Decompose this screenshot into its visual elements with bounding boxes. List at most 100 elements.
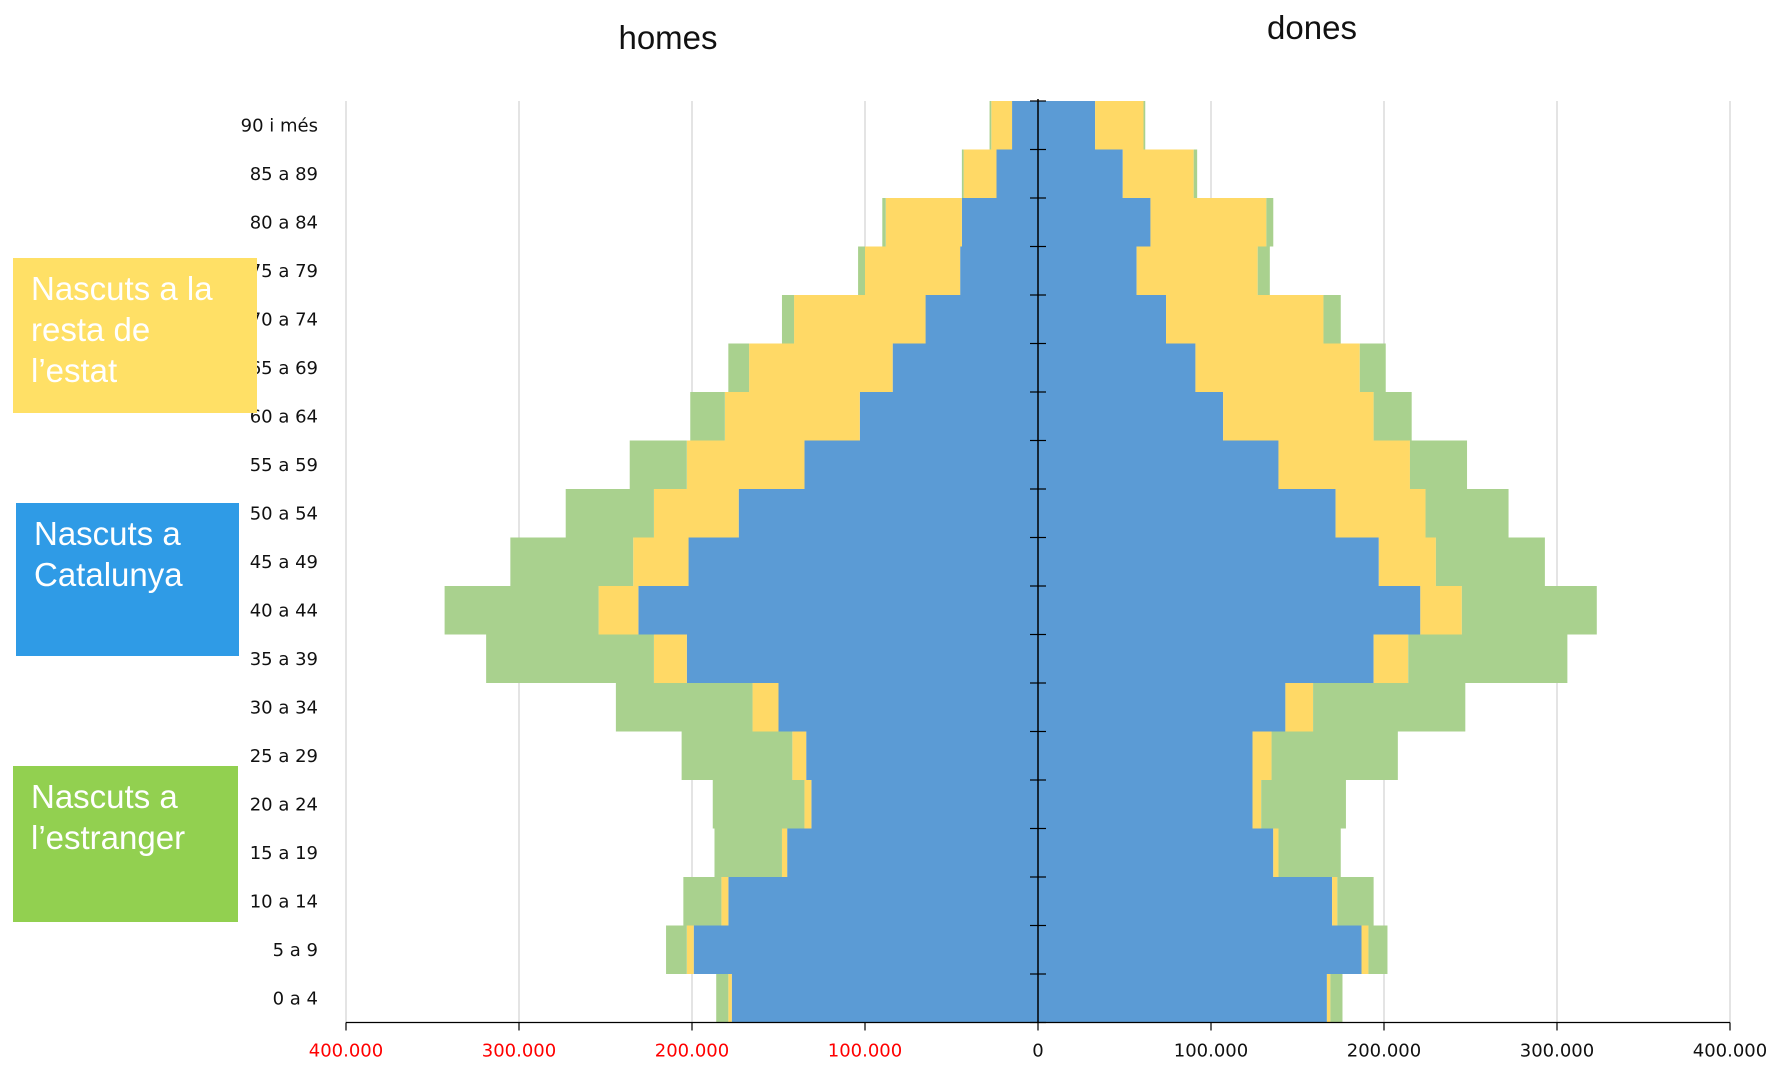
bar-homes-3: [989, 101, 992, 150]
bar-homes-3: [681, 731, 793, 780]
legend-item-resta-estat: Nascuts a la resta de l’estat: [13, 258, 257, 413]
bar-homes-1: [859, 392, 1038, 441]
bar-dones-1: [1038, 780, 1253, 829]
bar-dones-1: [1038, 149, 1123, 198]
age-group-label: 40 a 44: [250, 600, 318, 621]
bar-dones-2: [1278, 440, 1410, 489]
right-title: dones: [1267, 9, 1357, 46]
labels: 90 i més 85 a 89 80 a 84 75 a 79 70 a 74 65 a…: [241, 115, 1768, 1061]
age-group-label: 75 a 79: [250, 261, 318, 282]
bar-dones-3: [1257, 246, 1270, 295]
bar-dones-2: [1195, 343, 1360, 392]
age-group-label: 25 a 29: [250, 746, 318, 767]
bar-dones-3: [1409, 440, 1468, 489]
bar-homes-3: [858, 246, 865, 295]
age-group-label: 30 a 34: [250, 697, 318, 718]
age-group-label: 55 a 59: [250, 455, 318, 476]
bar-homes-2: [686, 925, 694, 974]
x-tick-label: 0: [1032, 1041, 1043, 1062]
age-group-label: 90 i més: [241, 115, 318, 136]
bar-dones-3: [1330, 974, 1343, 1023]
bar-dones-1: [1038, 828, 1274, 877]
bar-dones-1: [1038, 343, 1196, 392]
bar-dones-1: [1038, 731, 1253, 780]
bar-dones-3: [1461, 586, 1597, 635]
bar-dones-2: [1378, 537, 1436, 586]
bar-homes-3: [666, 925, 687, 974]
bar-homes-3: [882, 198, 886, 247]
bar-homes-2: [885, 198, 962, 247]
axes: [345, 99, 1731, 1031]
age-group-label: 70 a 74: [250, 309, 318, 330]
bar-dones-1: [1038, 537, 1379, 586]
bar-homes-1: [960, 246, 1038, 295]
bar-homes-2: [794, 295, 926, 344]
age-group-label: 35 a 39: [250, 649, 318, 670]
x-tick-label: 100.000: [828, 1041, 902, 1062]
bar-dones-2: [1136, 246, 1258, 295]
bar-dones-3: [1313, 683, 1466, 732]
bar-homes-3: [683, 877, 722, 926]
bar-dones-1: [1038, 925, 1362, 974]
age-group-label: 60 a 64: [250, 406, 318, 427]
bar-dones-2: [1420, 586, 1462, 635]
bar-dones-1: [1038, 586, 1421, 635]
bar-homes-3: [961, 149, 964, 198]
bar-homes-1: [961, 198, 1038, 247]
bar-dones-1: [1038, 198, 1151, 247]
bar-dones-2: [1335, 489, 1426, 538]
bar-homes-3: [714, 828, 782, 877]
bar-homes-2: [963, 149, 997, 198]
bar-dones-1: [1038, 101, 1096, 150]
bar-homes-1: [778, 683, 1038, 732]
bar-dones-1: [1038, 683, 1286, 732]
bar-dones-1: [1038, 634, 1374, 683]
bar-homes-1: [693, 925, 1038, 974]
bar-dones-3: [1337, 877, 1374, 926]
bar-dones-1: [1038, 246, 1137, 295]
bar-homes-3: [565, 489, 654, 538]
bar-dones-3: [1271, 731, 1398, 780]
bar-homes-1: [1012, 101, 1038, 150]
bar-dones-2: [1122, 149, 1194, 198]
bar-homes-1: [892, 343, 1038, 392]
bar-homes-1: [728, 877, 1038, 926]
x-tick-label: 400.000: [309, 1041, 383, 1062]
bar-dones-3: [1143, 101, 1146, 150]
bar-dones-1: [1038, 392, 1224, 441]
bar-dones-3: [1408, 634, 1568, 683]
bar-homes-2: [792, 731, 807, 780]
bar-homes-1: [811, 780, 1038, 829]
bar-homes-1: [806, 731, 1038, 780]
legend-item-catalunya: Nascuts a Catalunya: [16, 503, 239, 656]
bar-homes-1: [731, 974, 1038, 1023]
bar-dones-2: [1252, 780, 1262, 829]
bar-homes-1: [688, 537, 1038, 586]
age-group-label: 10 a 14: [250, 891, 318, 912]
bar-homes-2: [633, 537, 689, 586]
bar-homes-1: [686, 634, 1038, 683]
bar-homes-2: [865, 246, 961, 295]
bar-dones-3: [1359, 343, 1386, 392]
bar-dones-2: [1223, 392, 1374, 441]
bar-dones-3: [1373, 392, 1412, 441]
x-tick-label: 200.000: [655, 1041, 729, 1062]
bar-dones-1: [1038, 877, 1333, 926]
bar-dones-3: [1278, 828, 1341, 877]
bar-dones-1: [1038, 974, 1327, 1023]
bar-dones-3: [1261, 780, 1346, 829]
bar-homes-1: [787, 828, 1038, 877]
age-group-label: 45 a 49: [250, 552, 318, 573]
bar-homes-3: [728, 343, 750, 392]
age-group-label: 80 a 84: [250, 212, 318, 233]
bar-homes-3: [444, 586, 599, 635]
bar-homes-3: [781, 295, 795, 344]
bar-homes-2: [749, 343, 893, 392]
bar-homes-2: [781, 828, 788, 877]
bar-dones-2: [1373, 634, 1409, 683]
x-tick-label: 200.000: [1347, 1041, 1421, 1062]
bar-homes-1: [996, 149, 1038, 198]
x-tick-label: 400.000: [1693, 1041, 1767, 1062]
age-group-label: 85 a 89: [250, 164, 318, 185]
